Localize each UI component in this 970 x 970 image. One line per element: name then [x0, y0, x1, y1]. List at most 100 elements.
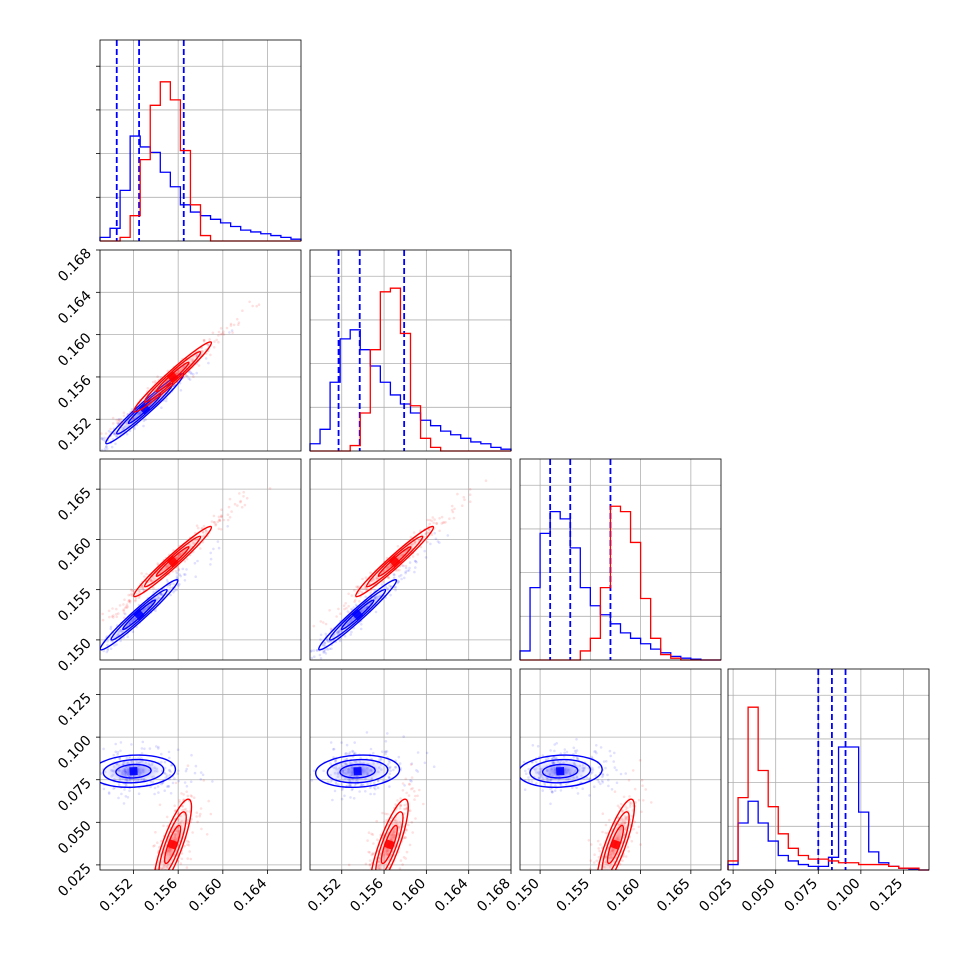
- scatter-point: [600, 779, 604, 783]
- scatter-point: [119, 639, 122, 643]
- scatter-point: [619, 802, 623, 806]
- scatter-point: [319, 633, 323, 637]
- scatter-point: [640, 810, 643, 814]
- scatter-point: [368, 859, 372, 862]
- contour-level-2: [375, 811, 404, 870]
- scatter-point: [424, 532, 428, 535]
- scatter-point: [411, 787, 414, 790]
- scatter-point: [376, 786, 380, 790]
- scatter-point: [404, 777, 408, 781]
- scatter-point: [119, 422, 122, 426]
- scatter-point: [148, 888, 151, 891]
- panel-1-1: [309, 249, 512, 452]
- scatter-point: [217, 546, 221, 550]
- scatter-point: [599, 875, 602, 878]
- scatter-point: [516, 782, 519, 785]
- scatter-point: [212, 514, 216, 518]
- scatter-point: [205, 833, 209, 836]
- scatter-point: [94, 632, 97, 635]
- scatter-point: [411, 831, 415, 834]
- scatter-point: [523, 788, 527, 791]
- density-peak: [351, 609, 364, 621]
- scatter-point: [609, 754, 612, 758]
- scatter-point: [126, 422, 129, 426]
- scatter-point: [552, 756, 555, 760]
- scatter-point: [132, 589, 135, 593]
- scatter-point: [484, 479, 488, 483]
- scatter-point: [462, 495, 466, 499]
- scatter-point: [142, 419, 146, 423]
- scatter-point: [372, 786, 376, 789]
- scatter-point: [245, 496, 249, 500]
- scatter-point: [559, 752, 563, 755]
- scatter-point: [374, 610, 378, 614]
- scatter-point: [549, 787, 552, 791]
- scatter-point: [209, 353, 212, 357]
- scatter-point: [92, 659, 95, 662]
- scatter-point: [125, 756, 129, 760]
- scatter-point: [202, 779, 206, 782]
- scatter-point: [345, 743, 349, 747]
- scatter-point: [168, 756, 171, 760]
- scatter-point: [371, 852, 375, 856]
- scatter-point: [87, 658, 90, 661]
- scatter-point: [613, 751, 616, 755]
- scatter-point: [213, 340, 216, 343]
- scatter-point: [71, 469, 74, 472]
- scatter-point: [127, 599, 131, 602]
- scatter-point: [185, 790, 188, 793]
- scatter-point: [193, 771, 197, 775]
- scatter-point: [116, 753, 119, 756]
- scatter-point: [190, 372, 193, 376]
- scatter-point: [79, 468, 82, 471]
- scatter-point: [95, 450, 98, 453]
- x-tick-label: 0.025: [696, 876, 736, 916]
- scatter-point: [358, 790, 361, 793]
- scatter-point: [318, 653, 322, 657]
- scatter-point: [430, 519, 434, 523]
- scatter-point: [384, 752, 387, 756]
- scatter-point: [123, 598, 126, 601]
- scatter-point: [84, 671, 87, 674]
- scatter-point: [181, 805, 184, 808]
- scatter-point: [194, 764, 198, 768]
- scatter-point: [614, 887, 617, 890]
- histogram-blue: [309, 329, 512, 451]
- scatter-point: [106, 649, 110, 652]
- scatter-point: [183, 559, 187, 563]
- scatter-point: [589, 859, 592, 862]
- scatter-point: [622, 855, 625, 858]
- scatter-point: [597, 780, 601, 784]
- scatter-point: [130, 408, 134, 411]
- scatter-point: [118, 757, 121, 760]
- scatter-point: [79, 467, 82, 470]
- scatter-point: [111, 437, 115, 441]
- scatter-point: [641, 784, 644, 787]
- scatter-point: [310, 650, 313, 653]
- scatter-point: [165, 578, 169, 582]
- scatter-point: [167, 785, 170, 788]
- scatter-point: [406, 569, 409, 573]
- scatter-point: [598, 902, 601, 905]
- scatter-point: [418, 788, 421, 792]
- scatter-point: [201, 350, 204, 353]
- scatter-point: [384, 750, 388, 753]
- scatter-point: [354, 599, 357, 602]
- scatter-point: [225, 326, 229, 330]
- scatter-point: [165, 785, 169, 788]
- scatter-point: [634, 801, 637, 804]
- contour-level-3: [339, 763, 376, 779]
- scatter-point: [177, 567, 181, 571]
- scatter-point: [213, 521, 216, 524]
- scatter-point: [441, 521, 445, 524]
- scatter-point: [110, 445, 114, 449]
- scatter-point: [576, 792, 580, 795]
- scatter-point: [151, 380, 155, 384]
- scatter-point: [354, 603, 358, 607]
- scatter-point: [368, 851, 372, 854]
- scatter-point: [409, 779, 412, 782]
- density-peak: [167, 839, 178, 850]
- scatter-point: [572, 756, 575, 759]
- scatter-point: [140, 584, 144, 588]
- scatter-point: [410, 762, 414, 765]
